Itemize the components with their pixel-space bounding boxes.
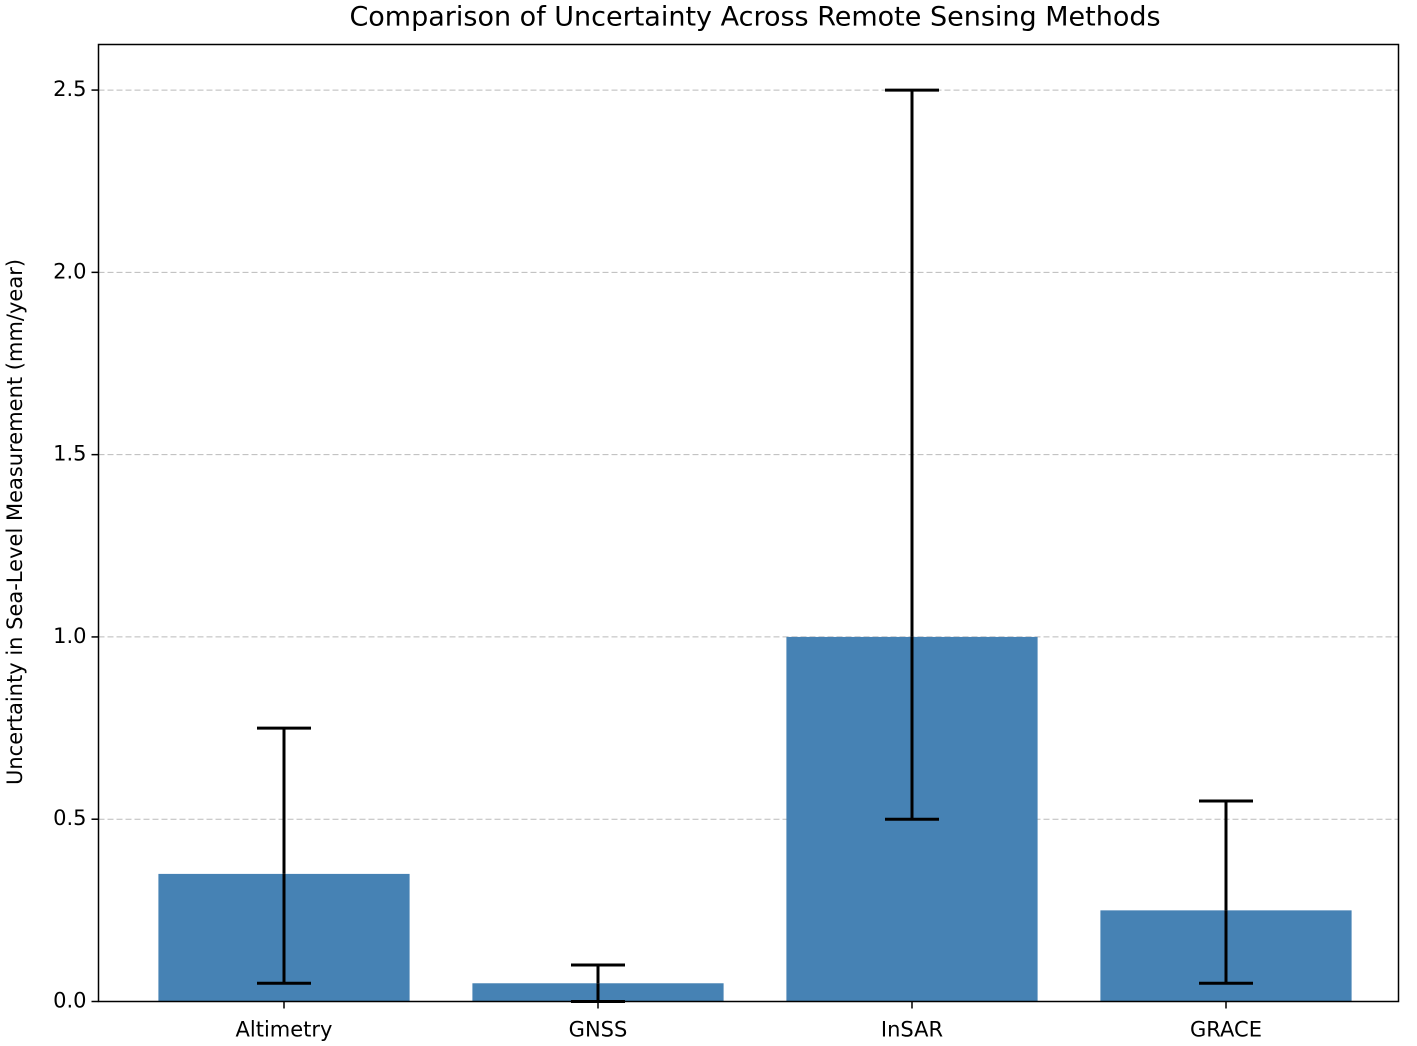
y-tick-label: 2.5: [53, 77, 86, 101]
y-tick-label: 0.5: [53, 806, 86, 830]
plot-frame: [97, 43, 1400, 1003]
y-tick-label: 1.5: [53, 442, 86, 466]
y-tick-label: 1.0: [53, 624, 86, 648]
y-tick-label: 0.0: [53, 989, 86, 1013]
x-tick-label: Altimetry: [236, 1018, 333, 1042]
x-tick-label: GNSS: [569, 1018, 628, 1042]
grid: [98, 89, 1399, 1002]
marks: [158, 88, 1352, 1003]
y-axis-label: Uncertainty in Sea-Level Measurement (mm…: [3, 259, 27, 785]
x-tick-label: InSAR: [881, 1018, 943, 1042]
x-tick-label: GRACE: [1190, 1018, 1262, 1042]
y-tick-label: 2.0: [53, 259, 86, 283]
labels: 0.0 0.5 1.0 1.5 2.0 2.5 Altimetry GNSS InSAR GRAC…: [53, 77, 1262, 1041]
chart-title: Comparison of Uncertainty Across Remote …: [349, 2, 1160, 33]
